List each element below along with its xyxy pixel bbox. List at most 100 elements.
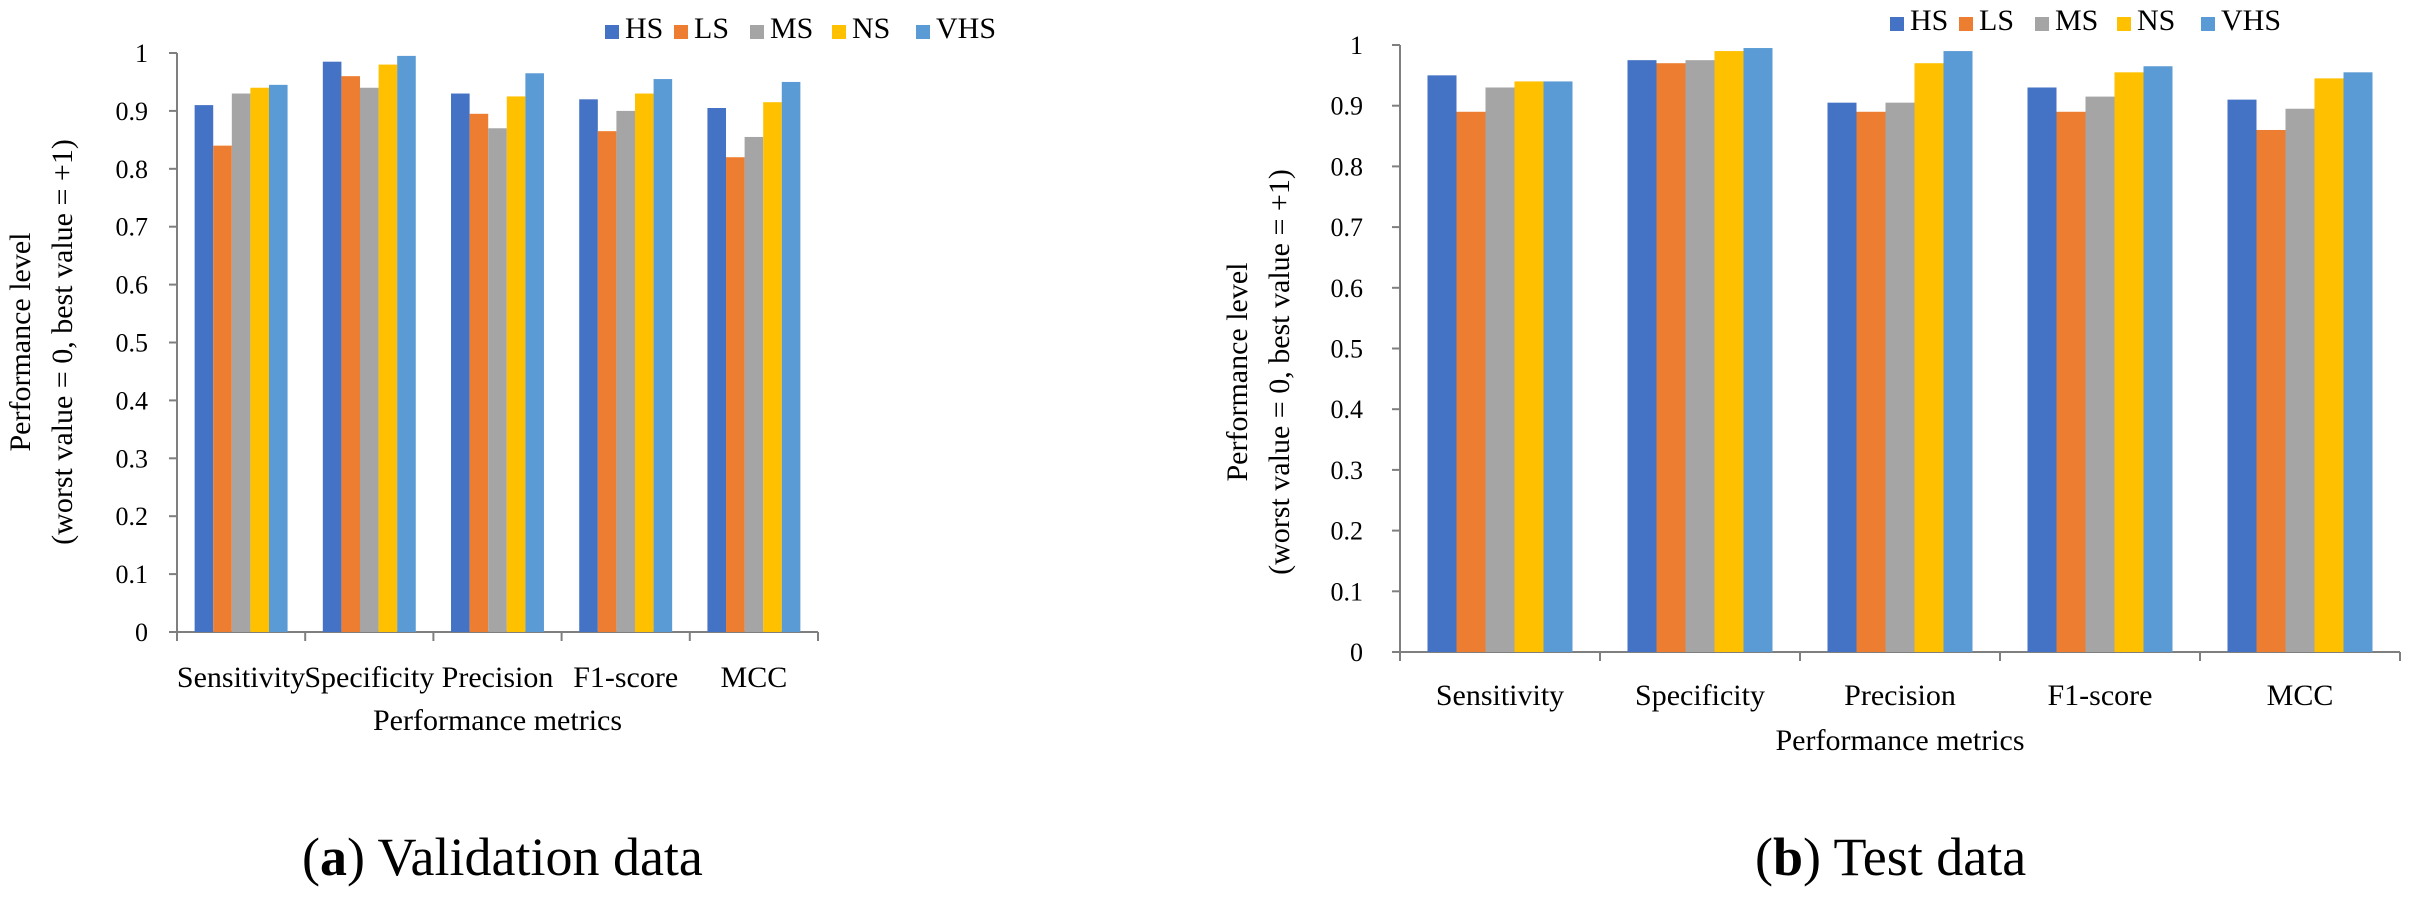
x-category-label: F1-score xyxy=(573,661,678,694)
legend-swatch-ms xyxy=(750,25,764,39)
y-tick-label: 0.5 xyxy=(116,329,149,358)
bar-ns-f1-score xyxy=(2114,72,2144,652)
bar-ns-f1-score xyxy=(634,93,654,632)
legend: HS LS MS NS VHS xyxy=(605,12,996,45)
caption-text: Test data xyxy=(1834,827,2027,887)
bar-ms-mcc xyxy=(744,136,764,632)
y-tick-label: 0.4 xyxy=(1331,395,1364,424)
bar-vhs-precision xyxy=(1943,51,1973,652)
legend-label-hs: HS xyxy=(625,12,663,45)
y-tick-label: 1 xyxy=(135,39,148,68)
panel-caption: (a) Validation data xyxy=(302,827,703,887)
bar-vhs-sensitivity xyxy=(268,84,288,633)
y-axis-title: Performance level xyxy=(1221,262,1254,481)
bar-hs-sensitivity xyxy=(194,105,214,633)
y-tick-label: 1 xyxy=(1350,31,1363,60)
bar-hs-mcc xyxy=(707,108,727,632)
legend-swatch-vhs xyxy=(2201,17,2215,31)
x-category-label: Specificity xyxy=(1635,679,1765,712)
bar-vhs-mcc xyxy=(2343,72,2373,652)
bar-ls-specificity xyxy=(341,76,361,632)
bar-ns-specificity xyxy=(1714,51,1744,652)
legend-swatch-ls xyxy=(674,25,688,39)
legend-swatch-vhs xyxy=(916,25,930,39)
bar-vhs-precision xyxy=(525,73,544,632)
legend-label-vhs: VHS xyxy=(2221,4,2281,37)
y-axis-subtitle: (worst value = 0, best value = +1) xyxy=(46,139,79,545)
bar-ms-precision xyxy=(488,128,507,632)
y-tick-label: 0.6 xyxy=(1331,274,1364,303)
x-axis-title: Performance metrics xyxy=(373,704,622,737)
legend-label-vhs: VHS xyxy=(936,12,996,45)
bar-vhs-specificity xyxy=(1743,48,1773,653)
legend-swatch-hs xyxy=(1890,17,1904,31)
bar-ls-mcc xyxy=(726,157,745,632)
bar-ls-specificity xyxy=(1656,63,1686,652)
chart-panel-b: 0 0.1 0.2 0.3 0.4 0.5 0.6 0.7 0.8 0.9 1 Sensitivity… xyxy=(1221,4,2401,887)
bar-ls-f1-score xyxy=(597,131,617,633)
bar-vhs-specificity xyxy=(397,55,416,632)
x-category-label: Precision xyxy=(442,661,554,694)
bar-ns-mcc xyxy=(2314,78,2344,652)
bar-ms-specificity xyxy=(360,87,379,633)
bar-hs-specificity xyxy=(1627,60,1657,653)
bar-hs-precision xyxy=(1827,102,1857,653)
y-tick-label: 0.5 xyxy=(1331,335,1364,364)
caption-open-paren: ( xyxy=(302,827,320,887)
x-category-label: Sensitivity xyxy=(1436,679,1564,712)
bar-ls-precision xyxy=(1856,111,1886,652)
legend-label-ns: NS xyxy=(2137,4,2175,37)
y-tick-label: 0.9 xyxy=(1331,92,1364,121)
y-tick-label: 0.2 xyxy=(116,502,149,531)
panel-caption: (b) Test data xyxy=(1755,827,2026,887)
x-category-label: F1-score xyxy=(2048,679,2153,712)
bar-ms-f1-score xyxy=(2085,96,2115,653)
legend-swatch-ns xyxy=(832,25,846,39)
legend-label-ms: MS xyxy=(2055,4,2098,37)
x-category-label: Sensitivity xyxy=(177,661,305,694)
legend-swatch-ms xyxy=(2035,17,2049,31)
y-axis-title: Performance level xyxy=(4,232,37,451)
bar-hs-mcc xyxy=(2227,99,2257,652)
legend-swatch-ls xyxy=(1959,17,1973,31)
y-tick-label: 0.8 xyxy=(116,155,149,184)
caption-close-paren: ) xyxy=(1803,827,1834,887)
y-axis-subtitle: (worst value = 0, best value = +1) xyxy=(1263,169,1296,575)
bar-ls-mcc xyxy=(2256,129,2286,653)
x-category-label: Specificity xyxy=(304,661,434,694)
legend-label-hs: HS xyxy=(1910,4,1948,37)
caption-close-paren: ) xyxy=(347,827,378,887)
y-tick-label: 0.7 xyxy=(1331,213,1364,242)
x-category-label: MCC xyxy=(721,661,788,694)
bar-ls-precision xyxy=(469,113,489,633)
bar-vhs-f1-score xyxy=(2143,66,2173,653)
bar-ls-sensitivity xyxy=(213,145,232,632)
bar-hs-f1-score xyxy=(2027,87,2057,653)
legend-label-ls: LS xyxy=(1979,4,2014,37)
bar-hs-specificity xyxy=(322,61,342,633)
bar-hs-precision xyxy=(451,93,470,632)
x-axis-title: Performance metrics xyxy=(1775,724,2024,757)
bar-ms-sensitivity xyxy=(231,93,251,632)
chart-panel-a: 0 0.1 0.2 0.3 0.4 0.5 0.6 0.7 0.8 0.9 1 Sensitivity… xyxy=(4,12,996,887)
bar-ms-f1-score xyxy=(616,110,635,632)
bar-ns-specificity xyxy=(378,64,398,632)
y-tick-label: 0.1 xyxy=(116,560,149,589)
bar-ms-specificity xyxy=(1685,60,1715,653)
y-tick-label: 0.9 xyxy=(116,97,149,126)
legend-swatch-ns xyxy=(2117,17,2131,31)
y-tick-label: 0.4 xyxy=(116,386,149,415)
y-tick-label: 0.3 xyxy=(116,444,149,473)
bar-ms-precision xyxy=(1885,102,1915,653)
y-tick-label: 0.3 xyxy=(1331,456,1364,485)
bar-ls-sensitivity xyxy=(1456,111,1486,652)
legend-label-ms: MS xyxy=(770,12,813,45)
bar-vhs-f1-score xyxy=(653,79,673,633)
legend-label-ls: LS xyxy=(694,12,729,45)
bar-ms-mcc xyxy=(2285,108,2315,653)
bar-hs-f1-score xyxy=(579,99,598,632)
bar-ns-mcc xyxy=(763,102,782,633)
bar-ls-f1-score xyxy=(2056,111,2086,652)
x-category-label: MCC xyxy=(2267,679,2334,712)
